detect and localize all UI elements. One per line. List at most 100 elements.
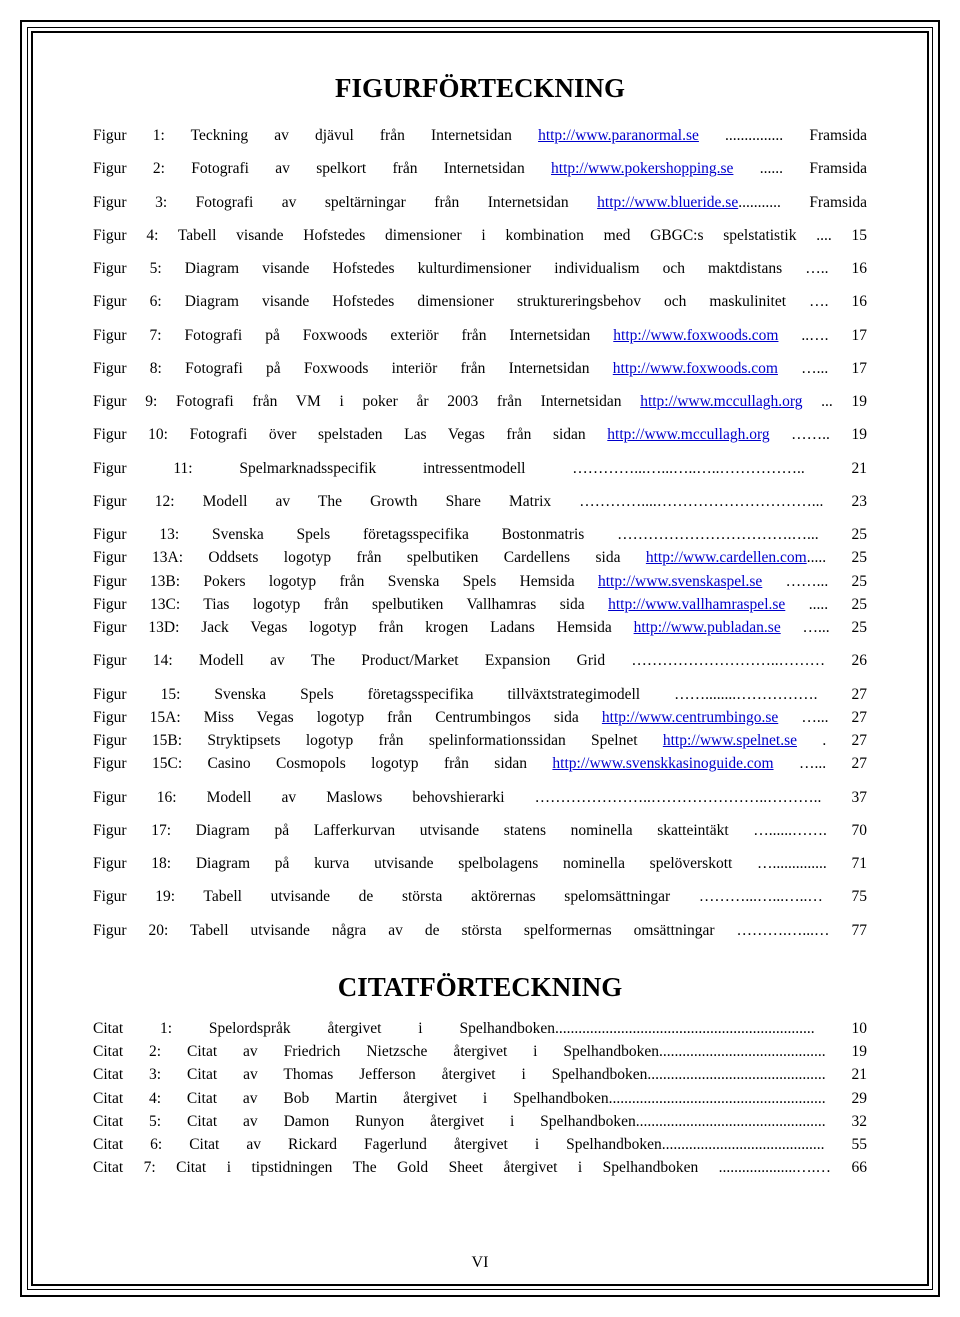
entry-lead: Figur 13A: Oddsets logotyp från spelbuti… [93,549,646,566]
entry-page: 21 [852,1066,868,1083]
figure-entry: Figur 20: Tabell utvisande några av de s… [93,919,867,942]
entry-lead: Figur 15B: Stryktipsets logotyp från spe… [93,732,663,749]
entry-lead: Figur 6: Diagram visande Hofstedes dimen… [93,293,809,310]
entry-page: 21 [805,460,867,477]
entry-page: 66 [852,1159,868,1176]
figure-entry: Figur 7: Fotografi på Foxwoods exteriör … [93,324,867,347]
entry-link[interactable]: http://www.vallhamraspel.se [608,596,785,613]
figure-entry: Figur 1: Teckning av djävul från Interne… [93,124,867,147]
figure-entry: Figur 11: Spelmarknadsspecifik intressen… [93,457,867,480]
entry-lead: Figur 15: Svenska Spels företagsspecifik… [93,686,674,703]
entry-link[interactable]: http://www.pokershopping.se [551,160,733,177]
entry-dots: …... [778,709,851,726]
entry-page: 23 [852,493,868,510]
entry-page: 16 [852,293,868,310]
entry-dots: …….. [770,426,852,443]
figure-entry: Figur 14: Modell av The Product/Market E… [93,649,867,672]
entry-lead: Figur 20: Tabell utvisande några av de s… [93,922,737,939]
entry-dots: …………………………….…... [617,526,851,543]
entry-dots: .... [816,227,851,244]
entry-page: 25 [852,596,868,613]
citation-entry: Citat 2: Citat av Friedrich Nietzsche åt… [93,1040,867,1063]
entry-dots: ……... [762,573,851,590]
entry-page: 26 [852,652,868,669]
entry-dots: ..…. [778,327,851,344]
entry-page: 27 [852,732,868,749]
entry-lead: Citat 2: Citat av Friedrich Nietzsche åt… [93,1043,659,1060]
entry-lead: Citat 4: Citat av Bob Martin återgivet i… [93,1090,609,1107]
figure-entry: Figur 15C: Casino Cosmopols logotyp från… [93,752,867,775]
figure-entry: Figur 13C: Tias logotyp från spelbutiken… [93,593,867,616]
entry-dots: ............... [699,127,809,144]
entry-page: 27 [852,709,868,726]
entry-dots: ……….…...… [737,922,852,939]
entry-dots: ..... [807,549,852,566]
entry-link[interactable]: http://www.svenskkasinoguide.com [552,755,773,772]
figure-entry: Figur 15A: Miss Vegas logotyp från Centr… [93,706,867,729]
figure-entry: Figur 17: Diagram på Lafferkurvan utvisa… [93,819,867,842]
citation-entry: Citat 3: Citat av Thomas Jefferson återg… [93,1063,867,1086]
figure-entry: Figur 15: Svenska Spels företagsspecifik… [93,683,867,706]
entry-lead: Figur 19: Tabell utvisande de största ak… [93,888,699,905]
figure-entry: Figur 9: Fotografi från VM i poker år 20… [93,390,867,413]
entry-dots: …... [774,755,852,772]
entry-dots: ........... [738,194,809,211]
outer-border: FIGURFÖRTECKNING Figur 1: Teckning av dj… [20,20,940,1297]
entry-lead: Citat 1: Spelordspråk återgivet i Spelha… [93,1020,555,1037]
entry-lead: Figur 13: Svenska Spels företagsspecifik… [93,526,617,543]
citation-entry: Citat 6: Citat av Rickard Fagerlund åter… [93,1133,867,1156]
entry-page: 16 [852,260,868,277]
citation-entry: Citat 7: Citat i tipstidningen The Gold … [93,1156,867,1179]
figure-entry: Figur 3: Fotografi av speltärningar från… [93,191,867,214]
entry-link[interactable]: http://www.blueride.se [597,194,738,211]
entry-dots: …. [809,293,851,310]
entry-link[interactable]: http://www.publadan.se [634,619,781,636]
figure-entry: Figur 8: Fotografi på Foxwoods interiör … [93,357,867,380]
figures-list: Figur 1: Teckning av djävul från Interne… [93,124,867,942]
entry-lead: Figur 17: Diagram på Lafferkurvan utvisa… [93,822,753,839]
entry-link[interactable]: http://www.foxwoods.com [613,327,778,344]
entry-dots: …......……. [753,822,851,839]
figure-entry: Figur 16: Modell av Maslows behovshierar… [93,786,867,809]
entry-dots: ..... [785,596,851,613]
entry-link[interactable]: http://www.mccullagh.org [607,426,769,443]
entry-lead: Figur 13D: Jack Vegas logotyp från kroge… [93,619,634,636]
entry-dots: ….............. [757,855,851,872]
figure-entry: Figur 13: Svenska Spels företagsspecifik… [93,523,867,546]
entry-lead: Figur 10: Fotografi över spelstaden Las … [93,426,607,443]
citations-heading: CITATFÖRTECKNING [93,972,867,1003]
entry-lead: Citat 7: Citat i tipstidningen The Gold … [93,1159,719,1176]
entry-lead: Citat 6: Citat av Rickard Fagerlund åter… [93,1136,662,1153]
entry-lead: Figur 8: Fotografi på Foxwoods interiör … [93,360,613,377]
entry-link[interactable]: http://www.mccullagh.org [640,393,802,410]
page-number: VI [33,1254,927,1272]
entry-page: Framsida [809,160,867,177]
entry-dots: …... [778,360,852,377]
entry-page: 29 [852,1090,868,1107]
entry-lead: Figur 9: Fotografi från VM i poker år 20… [93,393,640,410]
entry-lead: Figur 4: Tabell visande Hofstedes dimens… [93,227,816,244]
entry-dots: ........................................… [662,1136,852,1153]
entry-page: 32 [852,1113,868,1130]
entry-link[interactable]: http://www.spelnet.se [663,732,797,749]
entry-lead: Figur 13C: Tias logotyp från spelbutiken… [93,596,608,613]
figure-entry: Figur 19: Tabell utvisande de största ak… [93,885,867,908]
entry-page: 19 [852,426,868,443]
figure-entry: Figur 2: Fotografi av spelkort från Inte… [93,157,867,180]
entry-dots: ...... [733,160,809,177]
entry-lead: Citat 5: Citat av Damon Runyon återgivet… [93,1113,636,1130]
entry-page: 25 [852,526,868,543]
entry-link[interactable]: http://www.paranormal.se [538,127,699,144]
citation-entry: Citat 1: Spelordspråk återgivet i Spelha… [93,1017,867,1040]
figure-entry: Figur 6: Diagram visande Hofstedes dimen… [93,290,867,313]
entry-link[interactable]: http://www.foxwoods.com [613,360,778,377]
entry-dots: …………....…………………………... [579,493,851,510]
entry-page: 15 [852,227,868,244]
entry-link[interactable]: http://www.cardellen.com [646,549,807,566]
citation-entry: Citat 5: Citat av Damon Runyon återgivet… [93,1110,867,1133]
entry-page: 27 [852,755,868,772]
mid-border: FIGURFÖRTECKNING Figur 1: Teckning av dj… [27,27,933,1290]
entry-link[interactable]: http://www.centrumbingo.se [602,709,778,726]
entry-dots: ........................................… [555,1020,851,1037]
entry-link[interactable]: http://www.svenskaspel.se [598,573,762,590]
